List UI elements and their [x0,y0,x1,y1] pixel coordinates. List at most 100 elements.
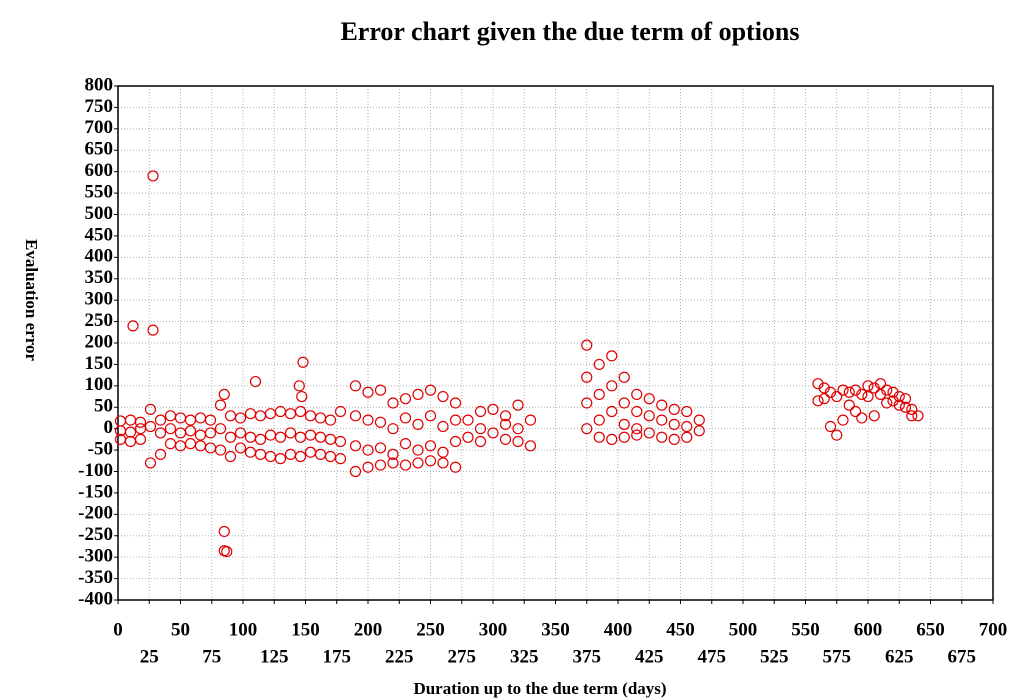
x-tick-label: 225 [385,646,414,667]
y-tick-label: -400 [78,588,113,609]
x-tick-label: 375 [573,646,602,667]
x-tick-label: 450 [666,619,695,640]
point [593,431,605,443]
point [424,440,437,452]
y-tick-label: 450 [85,224,114,245]
point [399,412,412,424]
x-tick-label: 100 [229,619,258,640]
point [194,412,207,424]
point [837,384,849,396]
point [818,393,830,405]
x-tick-label: 325 [510,646,539,667]
point [304,446,317,458]
point [487,403,499,415]
point [234,427,247,439]
y-tick-label: 750 [85,96,114,117]
point [297,356,309,368]
point [849,405,862,418]
point [234,412,247,424]
y-tick-label: 300 [85,289,114,310]
point [449,397,462,409]
point [874,378,887,390]
point [656,399,668,411]
point [681,420,693,433]
point [184,414,197,426]
point [249,375,262,388]
point [631,388,643,400]
x-tick-label: 700 [979,619,1008,640]
point [296,390,308,403]
point [304,410,317,422]
x-tick-label: 250 [416,619,445,640]
y-tick-label: -150 [78,481,113,502]
y-tick-label: 550 [85,181,114,202]
point [144,457,157,469]
point [631,423,643,435]
x-tick-label: 500 [729,619,758,640]
y-tick-label: -200 [78,503,113,524]
point [147,324,159,336]
point [274,453,287,465]
point [606,405,618,418]
point [462,414,474,426]
point [387,397,399,409]
point [831,390,843,403]
point [164,410,177,422]
point [868,410,880,422]
point [274,431,287,443]
point [284,408,297,420]
point [693,425,705,437]
point [244,446,257,458]
point [274,405,287,418]
point [127,320,139,332]
point [374,416,387,428]
point [843,386,855,398]
point [294,431,307,443]
point [244,408,257,420]
point [399,438,412,450]
point [893,399,905,411]
y-tick-label: 200 [85,331,114,352]
point [204,414,217,426]
point [606,433,618,445]
point [618,397,630,409]
point [218,388,230,400]
x-tick-label: 625 [885,646,914,667]
point [349,380,362,392]
x-tick-label: 600 [854,619,883,640]
point [154,427,167,439]
point [499,410,512,422]
point [831,429,843,441]
point [512,435,524,448]
point [524,414,537,426]
point [843,399,855,411]
y-tick-label: 800 [85,74,114,95]
point [668,433,680,445]
point [643,410,655,422]
point [424,384,437,396]
point [581,423,593,435]
y-tick-label: 0 [104,417,114,438]
point [499,418,512,430]
point [631,429,643,441]
point [668,403,680,415]
point [387,457,399,469]
point [524,440,537,452]
point [362,444,374,456]
point [184,438,197,450]
point [862,390,874,403]
y-tick-label: 500 [85,203,114,224]
point [349,465,362,478]
point [147,170,159,182]
x-tick-label: 125 [260,646,289,667]
x-tick-label: 400 [604,619,633,640]
point [184,425,197,437]
point [618,431,630,443]
point [254,433,267,445]
point [387,448,399,460]
point [581,371,593,383]
point [374,459,387,471]
point [487,427,499,439]
point [224,450,237,463]
point [264,429,277,441]
